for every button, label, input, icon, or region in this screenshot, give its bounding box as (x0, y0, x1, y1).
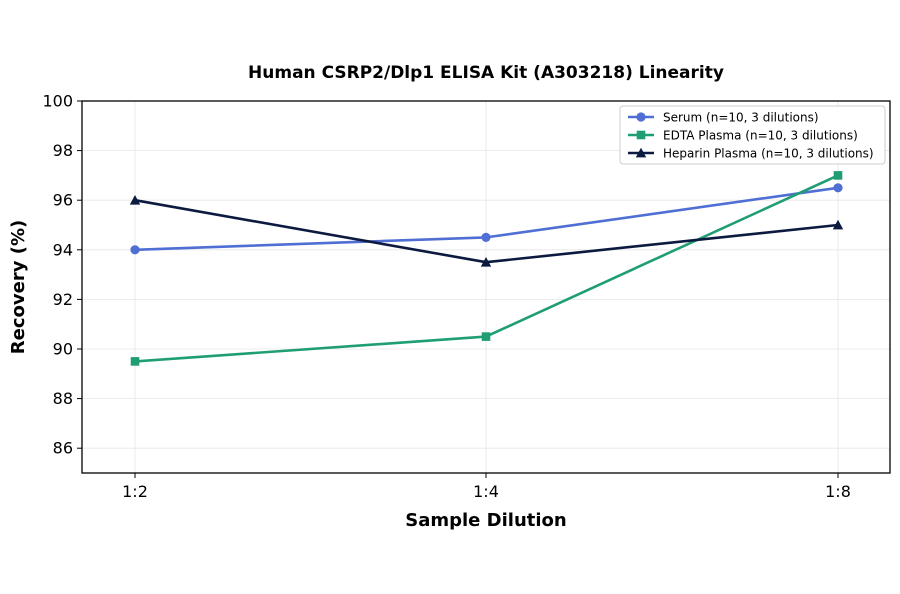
y-tick-label: 98 (53, 141, 73, 160)
data-point (129, 195, 141, 205)
legend-item: EDTA Plasma (n=10, 3 dilutions) (628, 128, 858, 142)
data-point (833, 183, 843, 193)
y-tick-label: 94 (53, 240, 73, 259)
y-tick-label: 100 (42, 92, 73, 111)
legend-label: EDTA Plasma (n=10, 3 dilutions) (663, 128, 858, 142)
legend-box (619, 105, 886, 165)
data-point (481, 232, 491, 242)
legend: Serum (n=10, 3 dilutions) EDTA Plasma (n=… (619, 105, 886, 165)
data-point (480, 257, 492, 267)
y-tick-label: 88 (53, 389, 73, 408)
series-1 (130, 183, 843, 255)
chart-title: Human CSRP2/Dlp1 ELISA Kit (A303218) Lin… (248, 63, 724, 83)
axis-ticks: 86 88 90 92 94 96 98 100 1:2 1:4 1:8 (42, 92, 850, 502)
x-tick-label: 1:8 (825, 482, 851, 501)
data-point (130, 357, 140, 366)
y-axis-label: Recovery (%) (8, 220, 29, 354)
legend-item: Serum (n=10, 3 dilutions) (628, 110, 819, 124)
data-point (130, 245, 140, 255)
legend-label: Serum (n=10, 3 dilutions) (663, 110, 819, 124)
y-tick-label: 92 (53, 290, 73, 309)
legend-item: Heparin Plasma (n=10, 3 dilutions) (628, 146, 874, 160)
legend-swatch-marker (636, 112, 646, 122)
series-3 (129, 195, 844, 267)
series-2 (130, 171, 843, 366)
legend-swatch-marker (636, 130, 646, 140)
x-tick-label: 1:2 (122, 482, 148, 501)
legend-label: Heparin Plasma (n=10, 3 dilutions) (663, 146, 874, 160)
y-tick-label: 90 (53, 340, 73, 359)
x-tick-label: 1:4 (473, 482, 499, 501)
x-axis-label: Sample Dilution (405, 510, 566, 531)
y-tick-label: 96 (53, 191, 73, 210)
y-tick-label: 86 (53, 439, 73, 458)
data-point (481, 332, 491, 341)
data-point (832, 219, 844, 230)
series-line (134, 198, 839, 264)
data-point (833, 171, 843, 180)
series-layer (129, 171, 844, 366)
legend-swatch-marker (635, 147, 647, 158)
